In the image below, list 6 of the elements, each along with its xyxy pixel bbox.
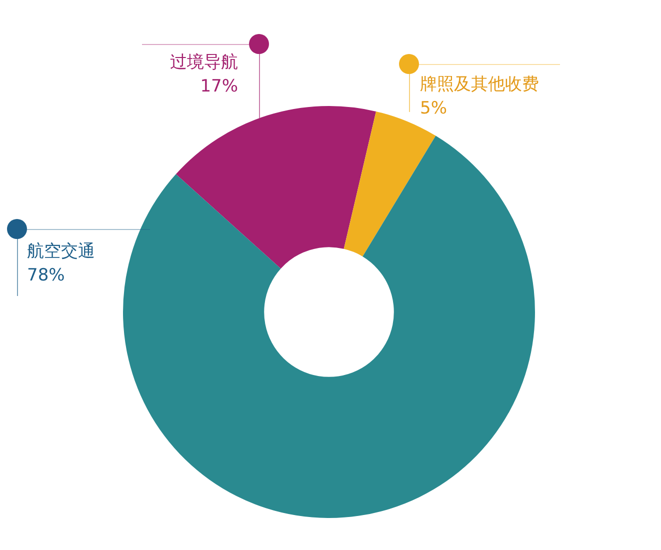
data-label: 5% (420, 98, 447, 118)
slice-label: 航空交通 (27, 241, 95, 262)
slice-label: 过境导航 (170, 52, 238, 72)
data-label: 78% (27, 265, 65, 286)
legend-label: 牌照及其他收费 (420, 74, 539, 94)
data-label: 17% (200, 76, 238, 96)
